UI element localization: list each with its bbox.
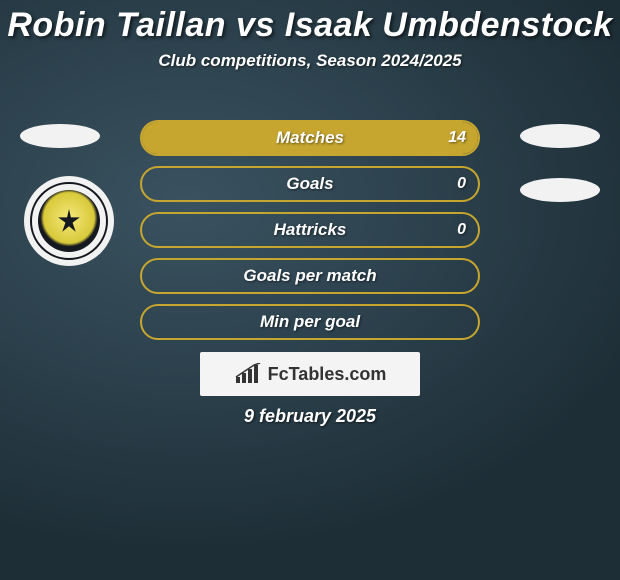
stat-value-right: 14 (448, 122, 466, 154)
stat-value-right: 0 (457, 168, 466, 200)
stats-table: Matches14Goals0Hattricks0Goals per match… (140, 120, 480, 350)
stat-label: Min per goal (142, 306, 478, 338)
stat-row: Goals per match (140, 258, 480, 294)
player-right-avatar-placeholder (520, 124, 600, 148)
stat-row: Min per goal (140, 304, 480, 340)
stat-row: Goals0 (140, 166, 480, 202)
brand-badge: FcTables.com (200, 352, 420, 396)
stat-row: Matches14 (140, 120, 480, 156)
page-title: Robin Taillan vs Isaak Umbdenstock (0, 0, 620, 45)
stat-label: Hattricks (142, 214, 478, 246)
stat-value-right: 0 (457, 214, 466, 246)
stat-label: Goals (142, 168, 478, 200)
stat-label: Goals per match (142, 260, 478, 292)
player-left-avatar-placeholder (20, 124, 100, 148)
footer-date: 9 february 2025 (0, 406, 620, 427)
stat-row: Hattricks0 (140, 212, 480, 248)
club-right-avatar-placeholder (520, 178, 600, 202)
club-left-crest (24, 176, 114, 266)
fctables-logo-icon (234, 363, 262, 385)
stat-label: Matches (142, 122, 478, 154)
club-crest-icon (38, 190, 100, 252)
page-subtitle: Club competitions, Season 2024/2025 (0, 51, 620, 71)
brand-text: FcTables.com (268, 364, 387, 385)
